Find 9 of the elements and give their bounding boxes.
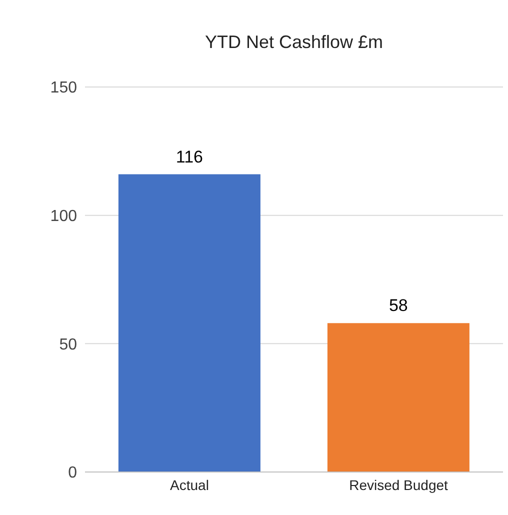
chart-title: YTD Net Cashflow £m: [204, 32, 384, 53]
x-tick-label: Actual: [170, 476, 209, 493]
data-label: 58: [388, 296, 408, 316]
data-label: 116: [176, 147, 203, 166]
y-tick-label: 0: [68, 464, 78, 482]
y-tick-label: 50: [59, 336, 78, 354]
y-tick-label: 150: [50, 80, 78, 97]
y-tick-label: 100: [50, 208, 78, 226]
x-tick-label: Revised Budget: [349, 476, 448, 493]
